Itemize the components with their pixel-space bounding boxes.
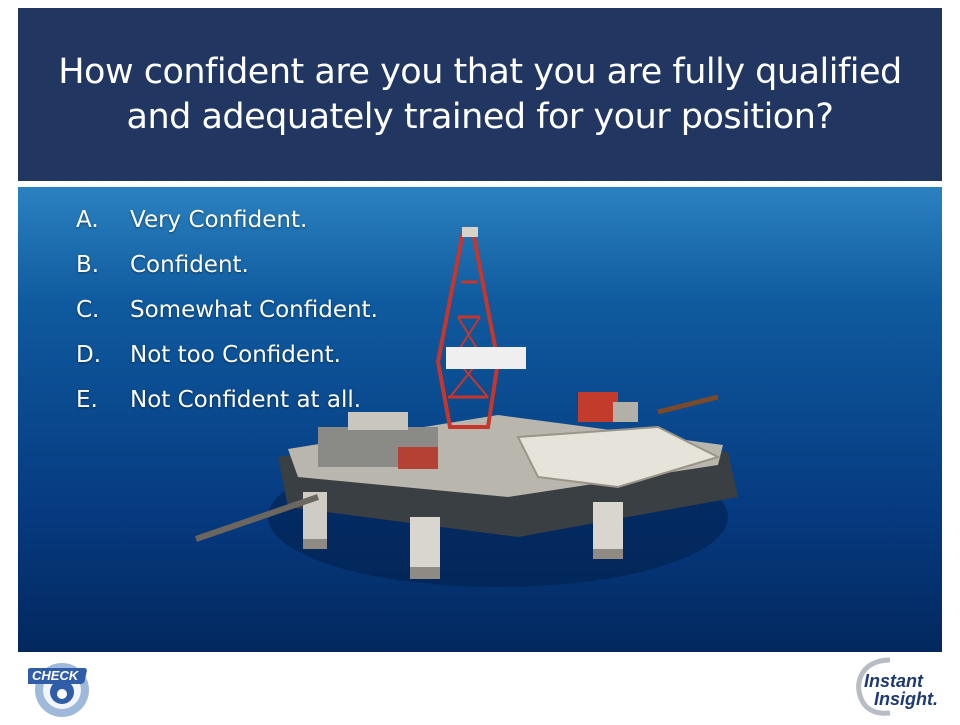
question-title-line1: How confident are you that you are fully… xyxy=(58,51,902,92)
instant-insight-line1: Instant xyxy=(864,671,924,691)
answer-text: Not Confident at all. xyxy=(130,386,362,413)
check-6-logo-icon: CHECK xyxy=(24,656,92,720)
question-title: How confident are you that you are fully… xyxy=(38,50,922,140)
answer-text: Not too Confident. xyxy=(130,341,341,368)
instant-insight-logo-icon: Instant Insight. xyxy=(850,656,942,716)
answer-option-a[interactable]: A. Very Confident. xyxy=(76,197,378,242)
answer-letter: E. xyxy=(76,386,98,413)
answer-letter: A. xyxy=(76,206,99,233)
oil-rig-illustration xyxy=(18,187,942,652)
answer-text: Very Confident. xyxy=(130,206,308,233)
question-title-line2: and adequately trained for your position… xyxy=(126,96,834,137)
check-6-logo-graphic xyxy=(24,663,89,717)
answer-letter: D. xyxy=(76,341,102,368)
answer-text: Confident. xyxy=(130,251,249,278)
answer-letter: B. xyxy=(76,251,100,278)
instant-insight-swoosh xyxy=(856,657,891,716)
answer-text: Somewhat Confident. xyxy=(130,296,378,323)
check-logo-text: CHECK xyxy=(32,668,79,683)
answer-option-d[interactable]: D. Not too Confident. xyxy=(76,332,378,377)
oil-rig-photo: A. Very Confident. B. Confident. C. Some… xyxy=(18,187,942,652)
answer-letter: C. xyxy=(76,296,100,323)
answer-list: A. Very Confident. B. Confident. C. Some… xyxy=(76,197,378,422)
instant-insight-line2: Insight. xyxy=(874,689,938,709)
answer-option-e[interactable]: E. Not Confident at all. xyxy=(76,377,378,422)
answer-option-b[interactable]: B. Confident. xyxy=(76,242,378,287)
answer-option-c[interactable]: C. Somewhat Confident. xyxy=(76,287,378,332)
question-header: How confident are you that you are fully… xyxy=(18,8,942,181)
